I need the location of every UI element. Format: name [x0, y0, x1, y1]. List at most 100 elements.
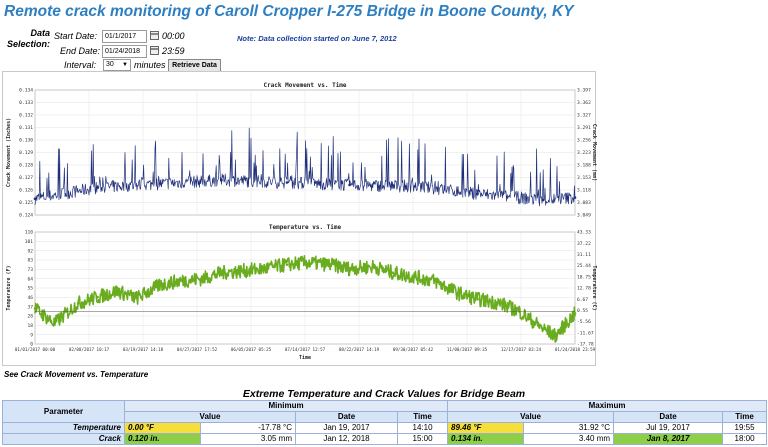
- y2-tick-label: 3.362: [577, 100, 591, 106]
- crack-data-point: [413, 184, 417, 188]
- temp-min-value: 0.00 °F: [124, 422, 201, 434]
- temperature-data-point: [391, 271, 394, 275]
- minimum-header: Minimum: [123, 400, 449, 412]
- y-tick-label: 37: [27, 304, 33, 310]
- min-date-header: Date: [295, 411, 398, 423]
- y-tick-label: 0.127: [19, 175, 33, 181]
- y-tick-label: 55: [27, 286, 33, 292]
- end-calendar-icon[interactable]: [150, 46, 159, 55]
- y-tick-label: 28: [27, 314, 33, 320]
- crack-min-unit: in.: [150, 434, 160, 444]
- temp-max-date: Jul 19, 2017: [613, 422, 724, 434]
- y2-tick-label: -11.67: [577, 330, 594, 336]
- row-name-crack: Crack: [2, 433, 125, 445]
- temperature-data-point: [433, 279, 436, 283]
- y-tick-label: 0.124: [19, 213, 33, 219]
- start-date-label: Start Date:: [54, 31, 98, 41]
- data-selection-label-line1: Data: [30, 28, 50, 38]
- temperature-data-point: [371, 265, 375, 268]
- y-tick-label: 0.131: [19, 125, 33, 131]
- temperature-data-point: [541, 327, 545, 331]
- end-date-input[interactable]: [102, 45, 147, 58]
- crack-data-point: [348, 183, 351, 187]
- y-tick-label: 0.130: [19, 138, 33, 144]
- start-date-input[interactable]: [102, 30, 147, 43]
- y-tick-label: 46: [27, 295, 33, 301]
- x-tick-label: 02/08/2017 10:17: [69, 347, 110, 352]
- end-date-label: End Date:: [60, 46, 101, 56]
- max-time-header: Time: [722, 411, 768, 423]
- table-row: Crack 0.120 in. 3.05 mm Jan 12, 2018 15:…: [2, 433, 768, 445]
- chart-title: Crack Movement vs. Time: [263, 82, 346, 89]
- charts-svg: 0.134 0.133 0.132 0.131 0.130 0.129 0.128 0.127…: [6, 82, 597, 361]
- temperature-data-point: [456, 291, 460, 295]
- temperature-data-point: [573, 312, 577, 315]
- crack-data-point: [33, 197, 37, 201]
- temp-max-alt: 31.92 °C: [523, 422, 615, 434]
- y2-tick-label: -17.78: [577, 342, 594, 348]
- crack-data-point: [541, 198, 545, 202]
- maximum-header: Maximum: [447, 400, 768, 412]
- y2-tick-label: 12.78: [577, 286, 591, 292]
- temperature-data-point: [476, 297, 479, 301]
- temperature-data-point: [158, 283, 162, 287]
- crack-data-point: [573, 196, 577, 199]
- y-tick-label: 83: [27, 258, 33, 264]
- temperature-data-point: [263, 267, 266, 270]
- table-row: Temperature 0.00 °F -17.78 °C Jan 19, 20…: [2, 422, 768, 434]
- y2-tick-label: 3.327: [577, 113, 591, 119]
- start-time-text: 00:00: [162, 31, 185, 41]
- y2-tick-label: 6.67: [577, 297, 588, 303]
- y-tick-label: 92: [27, 248, 33, 254]
- temp-max-number: 89.46: [451, 423, 472, 433]
- start-calendar-icon[interactable]: [150, 31, 159, 40]
- y-tick-label: 0.133: [19, 100, 33, 106]
- y-tick-label: 110: [25, 230, 34, 236]
- interval-label: Interval:: [64, 60, 97, 70]
- page-title: Remote crack monitoring of Caroll Croppe…: [4, 3, 574, 20]
- interval-select[interactable]: 30 ▼: [103, 59, 131, 71]
- temp-min-time: 14:10: [396, 422, 449, 434]
- crack-min-date: Jan 12, 2018: [295, 433, 398, 445]
- x-tick-label: 08/22/2017 14:19: [339, 347, 380, 352]
- temperature-data-point: [96, 295, 99, 299]
- y2-tick-label: 3.188: [577, 163, 591, 169]
- crack-min-time: 15:00: [396, 433, 449, 445]
- x-tick-label: 09/30/2017 05:42: [393, 347, 434, 352]
- see-crack-vs-temperature-link[interactable]: See Crack Movement vs. Temperature: [4, 370, 149, 379]
- y2-tick-label: 3.118: [577, 188, 591, 194]
- y-axis-label: Temperature (F): [6, 265, 12, 310]
- y2-tick-label: 31.11: [577, 252, 591, 258]
- y2-tick-label: 37.22: [577, 241, 591, 247]
- y-tick-label: 0.132: [19, 113, 33, 119]
- temperature-data-point: [76, 301, 80, 305]
- crack-max-alt: 3.40 mm: [523, 433, 615, 445]
- chart-title: Temperature vs. Time: [269, 224, 342, 231]
- crack-data-point: [476, 192, 479, 196]
- y-tick-label: 0.126: [19, 188, 33, 194]
- x-tick-label: 07/14/2017 12:57: [285, 347, 326, 352]
- data-selection-label: Data Selection:: [3, 28, 50, 50]
- y2-tick-label: 3.256: [577, 138, 591, 144]
- temperature-data-point: [554, 334, 557, 338]
- parameter-header: Parameter: [2, 400, 125, 423]
- data-collection-note: Note: Data collection started on June 7,…: [237, 34, 397, 43]
- temp-min-unit: °F: [145, 423, 154, 433]
- temperature-data-point: [498, 301, 502, 305]
- temperature-data-point: [243, 269, 247, 272]
- y-tick-label: 0: [30, 342, 33, 348]
- temperature-data-point: [328, 263, 332, 266]
- temp-min-date: Jan 19, 2017: [295, 422, 398, 434]
- y2-tick-label: 3.291: [577, 125, 591, 131]
- min-time-header: Time: [396, 411, 449, 423]
- crack-data-point: [220, 178, 223, 182]
- temperature-data-point: [348, 267, 351, 270]
- y2-axis-label: Temperature (C): [591, 265, 597, 310]
- x-axis-label: Time: [299, 355, 311, 361]
- temp-max-unit: °F: [473, 423, 482, 433]
- temp-max-time: 19:55: [722, 422, 768, 434]
- crack-max-value: 0.134 in.: [447, 433, 525, 445]
- crack-max-unit: in.: [473, 434, 483, 444]
- crack-data-point: [285, 181, 289, 184]
- y-axis-label: Crack Movement (Inches): [6, 118, 12, 187]
